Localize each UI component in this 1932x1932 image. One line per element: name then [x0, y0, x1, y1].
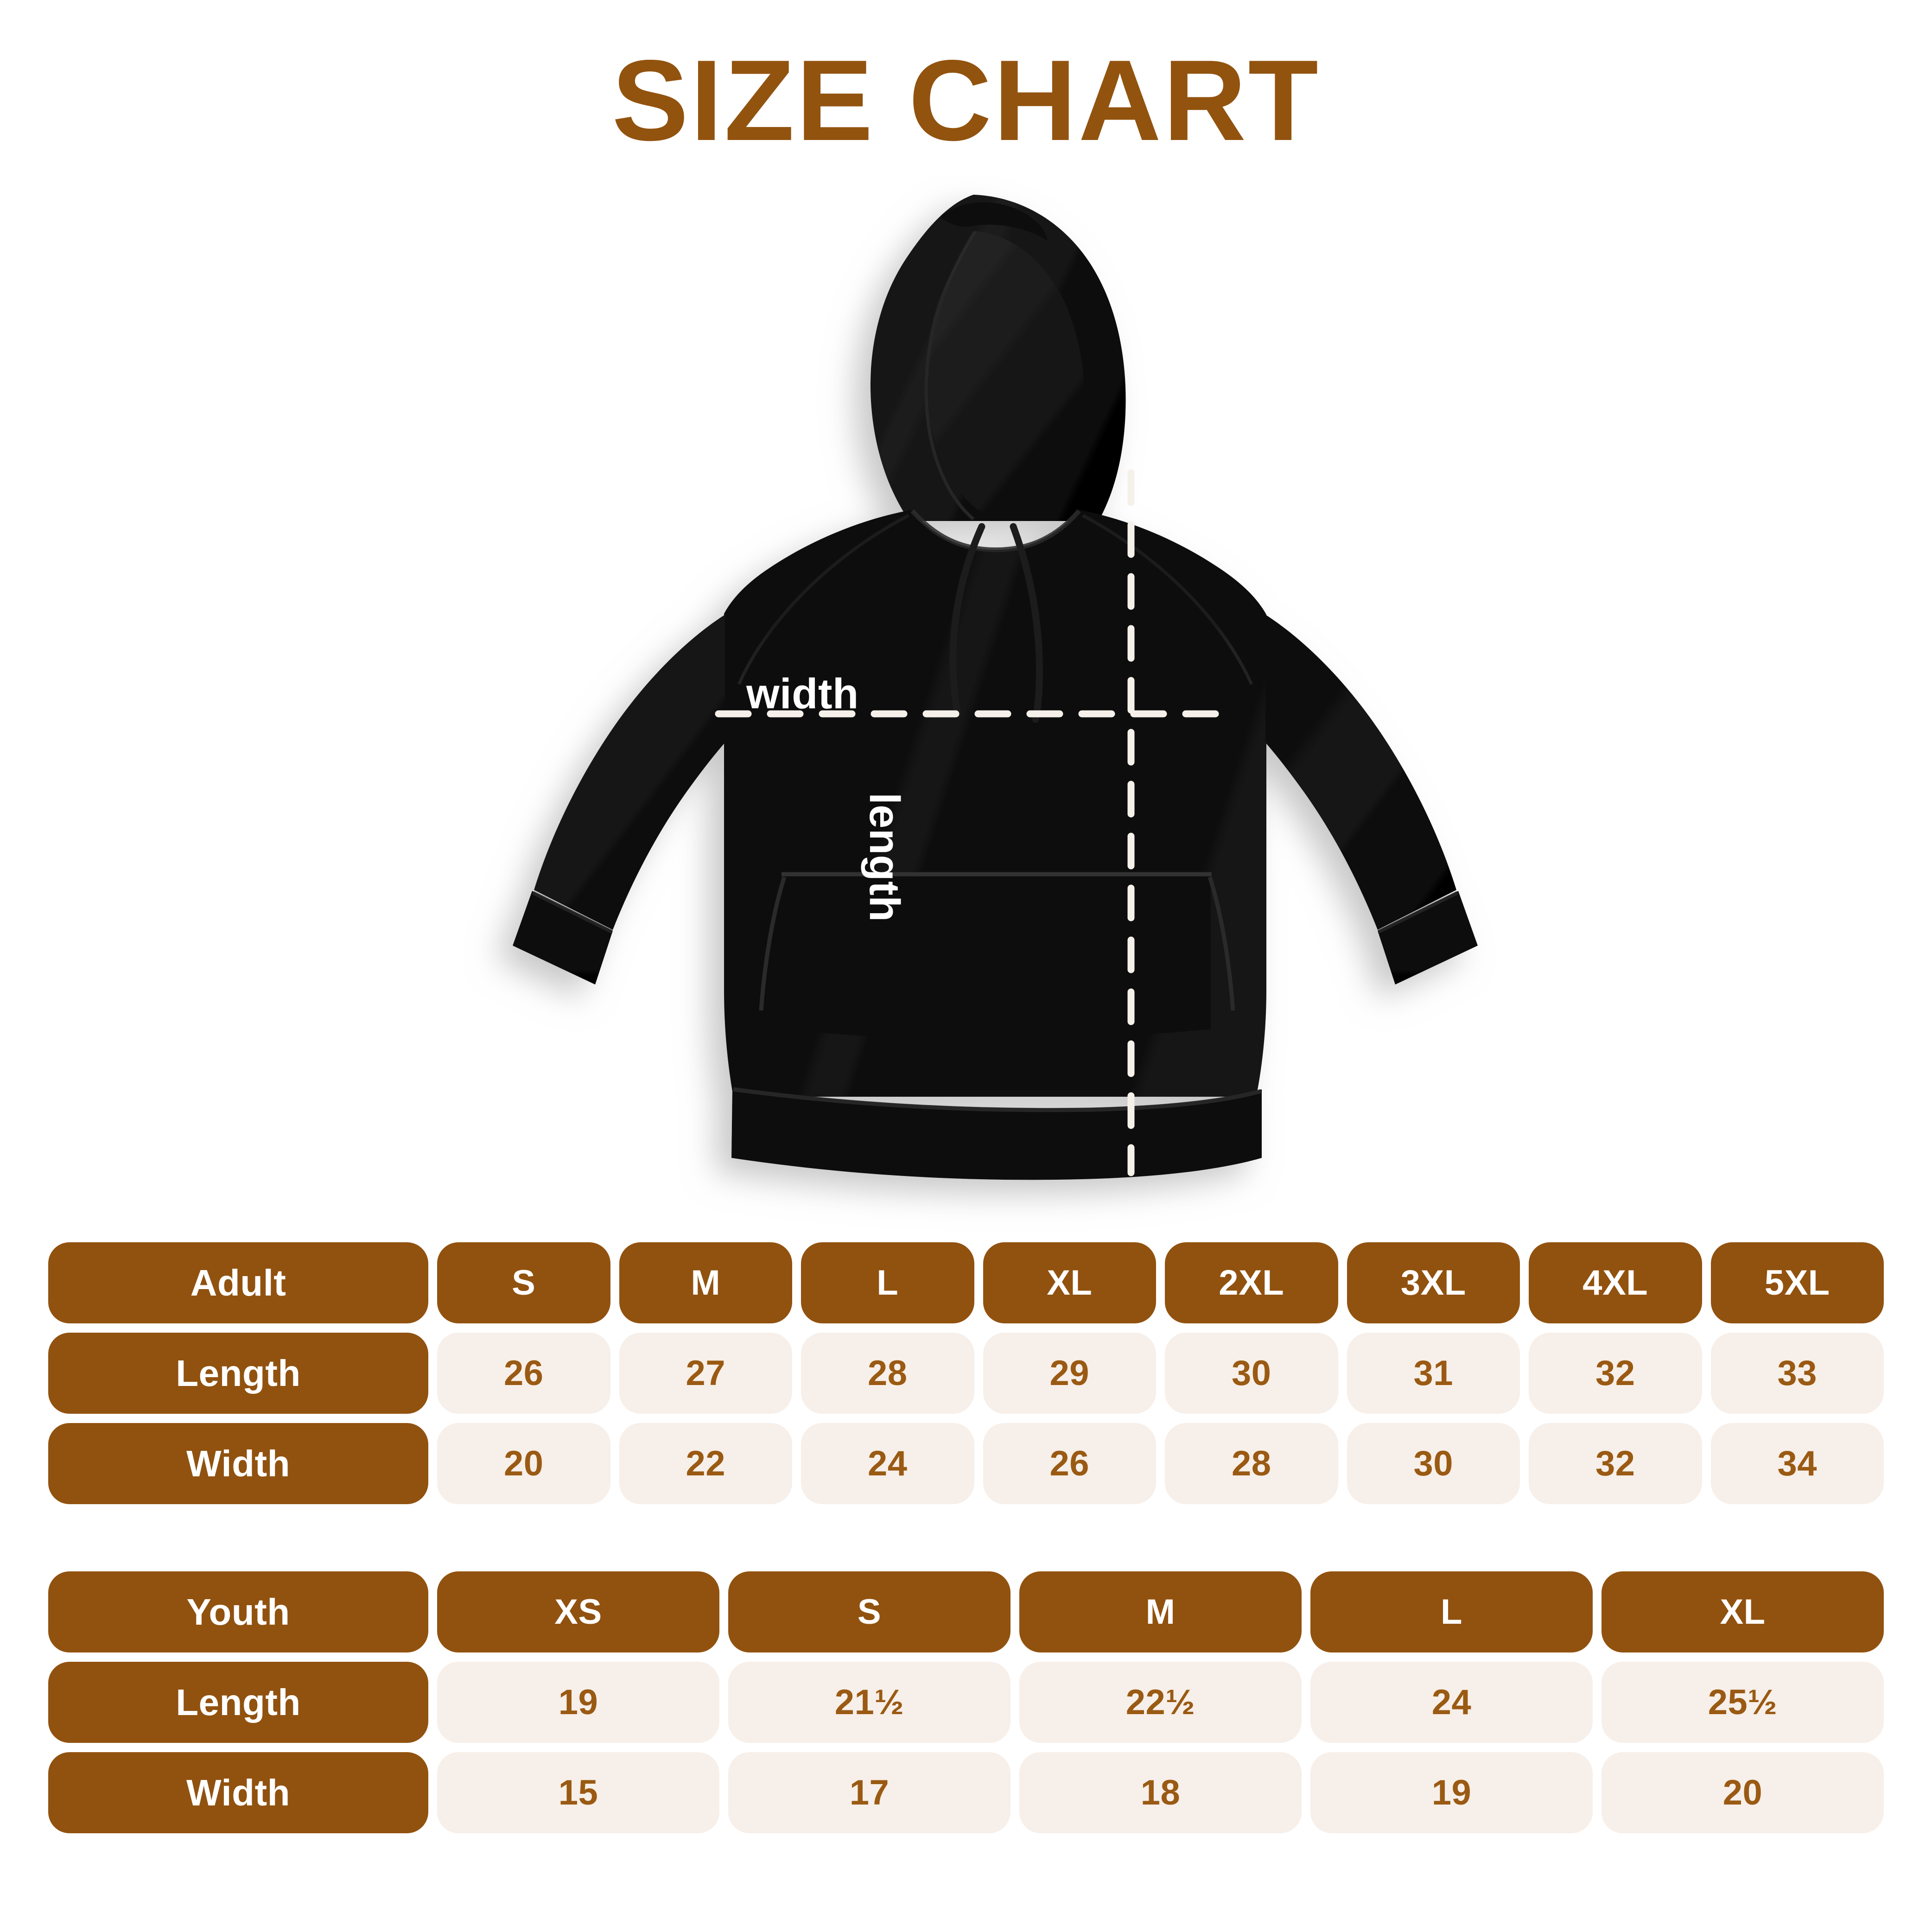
table-cell: 20 [1602, 1752, 1884, 1833]
adult-size-l[interactable]: L [801, 1242, 974, 1323]
bottom-hem-band [731, 1087, 1262, 1180]
table-cell: 24 [801, 1423, 974, 1504]
adult-header-row: Adult S M L XL 2XL 3XL 4XL 5XL [48, 1242, 1884, 1323]
left-sleeve-cuff-seam [532, 891, 613, 934]
hood-inner-opening [926, 231, 1085, 520]
hoodie-graphic [513, 195, 1478, 1180]
youth-header-row: Youth XS S M L XL [48, 1571, 1884, 1652]
pocket-right-opening [1208, 876, 1235, 1011]
table-cell: 19 [437, 1662, 719, 1743]
left-sleeve-cuff [513, 891, 613, 985]
table-cell: 20 [437, 1423, 610, 1504]
hoodie-illustration: width length [440, 176, 1506, 1252]
adult-row-label: Adult [48, 1242, 428, 1323]
adult-size-m[interactable]: M [619, 1242, 792, 1323]
table-cell: 19 [1310, 1752, 1593, 1833]
youth-size-s[interactable]: S [728, 1571, 1010, 1652]
hood-seam [924, 231, 976, 521]
adult-width-label: Width [48, 1423, 428, 1504]
table-cell: 24 [1310, 1662, 1593, 1743]
table-cell: 28 [801, 1333, 974, 1414]
hood-top-gather [940, 202, 1048, 241]
adult-length-row: Length 26 27 28 29 30 31 32 33 [48, 1333, 1884, 1414]
table-cell: 21½ [728, 1662, 1010, 1743]
table-cell: 32 [1529, 1333, 1702, 1414]
drawstring-right [1010, 523, 1043, 723]
table-cell: 31 [1347, 1333, 1520, 1414]
youth-size-xl[interactable]: XL [1602, 1571, 1884, 1652]
table-cell: 28 [1165, 1423, 1338, 1504]
adult-size-2xl[interactable]: 2XL [1165, 1242, 1338, 1323]
table-cell: 25½ [1602, 1662, 1884, 1743]
table-cell: 26 [437, 1333, 610, 1414]
length-measure-label: length [861, 793, 908, 922]
table-cell: 33 [1710, 1333, 1884, 1414]
youth-length-row: Length 19 21½ 22½ 24 25½ [48, 1662, 1884, 1743]
right-shoulder-seam [1082, 514, 1253, 685]
adult-width-row: Width 20 22 24 26 28 30 32 34 [48, 1423, 1884, 1504]
table-cell: 30 [1165, 1333, 1338, 1414]
table-cell: 18 [1019, 1752, 1302, 1833]
right-sleeve-cuff-seam [1378, 891, 1458, 934]
pocket-left-opening [759, 876, 787, 1011]
adult-size-table: Adult S M L XL 2XL 3XL 4XL 5XL Length 26… [0, 1242, 1932, 1513]
width-measure-label: width [746, 670, 859, 718]
adult-length-label: Length [48, 1333, 428, 1414]
adult-size-3xl[interactable]: 3XL [1347, 1242, 1520, 1323]
table-cell: 22½ [1019, 1662, 1302, 1743]
right-sleeve [1265, 615, 1456, 930]
youth-size-xs[interactable]: XS [437, 1571, 719, 1652]
table-cell: 29 [983, 1333, 1156, 1414]
adult-size-s[interactable]: S [437, 1242, 610, 1323]
left-sleeve [534, 615, 725, 930]
adult-size-xl[interactable]: XL [983, 1242, 1156, 1323]
table-cell: 32 [1529, 1423, 1702, 1504]
hoodie-body-group [513, 195, 1478, 1180]
table-cell: 26 [983, 1423, 1156, 1504]
table-cell: 27 [619, 1333, 792, 1414]
right-sleeve-cuff [1378, 891, 1478, 985]
table-cell: 30 [1347, 1423, 1520, 1504]
table-cell: 22 [619, 1423, 792, 1504]
kangaroo-pocket [783, 875, 1211, 1039]
table-cell: 34 [1710, 1423, 1884, 1504]
adult-size-5xl[interactable]: 5XL [1710, 1242, 1884, 1323]
measurement-guides [715, 469, 1219, 1176]
youth-width-row: Width 15 17 18 19 20 [48, 1752, 1884, 1833]
adult-size-4xl[interactable]: 4XL [1529, 1242, 1702, 1323]
youth-width-label: Width [48, 1752, 428, 1833]
youth-length-label: Length [48, 1662, 428, 1743]
youth-row-label: Youth [48, 1571, 428, 1652]
left-shoulder-seam [737, 514, 909, 685]
table-cell: 15 [437, 1752, 719, 1833]
page-title: SIZE CHART [612, 36, 1320, 165]
collar [910, 509, 1081, 553]
youth-size-m[interactable]: M [1019, 1571, 1302, 1652]
youth-size-l[interactable]: L [1310, 1571, 1593, 1652]
drawstring-left [949, 523, 985, 718]
youth-size-table: Youth XS S M L XL Length 19 21½ 22½ 24 2… [0, 1571, 1932, 1843]
bottom-hem-seam [733, 1087, 1262, 1112]
table-cell: 17 [728, 1752, 1010, 1833]
